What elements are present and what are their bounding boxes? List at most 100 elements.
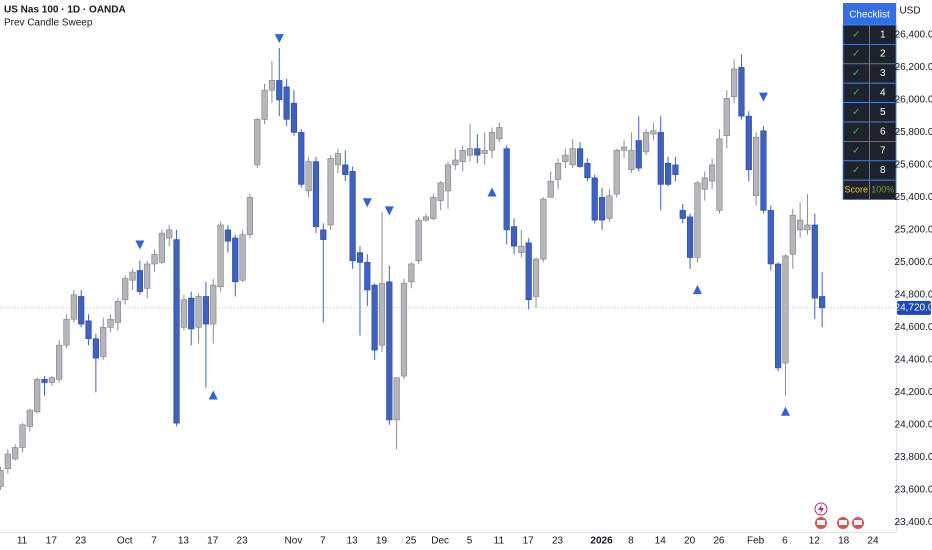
candle-body bbox=[320, 229, 327, 240]
candle-body bbox=[41, 379, 48, 383]
candle-body bbox=[224, 229, 232, 242]
checklist-check: ✓ bbox=[852, 29, 860, 40]
candle-body bbox=[232, 237, 239, 283]
signal-marker bbox=[135, 240, 145, 250]
candle-body bbox=[620, 146, 628, 151]
candle-body bbox=[444, 164, 452, 192]
signal-marker bbox=[208, 390, 218, 400]
candle-body bbox=[554, 162, 562, 180]
candle-body bbox=[327, 158, 334, 226]
candle-body bbox=[217, 224, 224, 288]
candle-body bbox=[775, 263, 782, 369]
x-tick-label: 7 bbox=[320, 536, 326, 547]
last-price-box bbox=[897, 300, 931, 315]
candle-body bbox=[56, 344, 63, 380]
x-tick-label: 19 bbox=[376, 536, 388, 547]
signal-marker bbox=[487, 187, 497, 197]
candle-body bbox=[804, 224, 811, 231]
candle-body bbox=[371, 284, 378, 351]
candle-body bbox=[430, 197, 437, 219]
candle-body bbox=[422, 216, 430, 221]
chart-subtitle: Prev Candle Sweep bbox=[4, 18, 93, 29]
candle-body bbox=[202, 296, 210, 325]
candle-body bbox=[466, 148, 474, 156]
candle-body bbox=[716, 138, 723, 211]
candle-body bbox=[158, 232, 165, 263]
checklist-check: ✓ bbox=[852, 88, 860, 99]
candle-body bbox=[474, 148, 481, 156]
x-tick-label: 8 bbox=[628, 536, 634, 547]
x-tick-label: 11 bbox=[17, 536, 28, 547]
checklist-check: ✓ bbox=[852, 107, 860, 118]
candle-body bbox=[613, 149, 620, 195]
x-tick-label: Dec bbox=[431, 536, 449, 547]
candle-body bbox=[78, 296, 85, 325]
candle-body bbox=[635, 140, 642, 169]
candle-body bbox=[122, 278, 129, 301]
x-tick-label: 20 bbox=[684, 536, 696, 547]
x-tick-label: 23 bbox=[75, 536, 87, 547]
x-tick-label: 17 bbox=[523, 536, 535, 547]
y-tick-label: 26,400.0 bbox=[895, 30, 932, 41]
x-tick-label: Feb bbox=[747, 536, 765, 547]
candle-body bbox=[239, 234, 246, 281]
candle-body bbox=[48, 377, 55, 383]
y-tick-label: 25,800.0 bbox=[895, 127, 932, 138]
checklist-check: ✓ bbox=[852, 49, 860, 60]
candle-body bbox=[85, 320, 92, 339]
candle-body bbox=[356, 252, 364, 263]
candle-body bbox=[584, 162, 591, 179]
y-tick-label: 25,200.0 bbox=[895, 224, 932, 235]
y-tick-label: 24,800.0 bbox=[895, 289, 932, 300]
candle-body bbox=[151, 253, 158, 265]
candle-body bbox=[679, 210, 686, 219]
checklist-label: 8 bbox=[880, 165, 886, 176]
chart-title: US Nas 100 · 1D · OANDA bbox=[4, 5, 126, 16]
candle-body bbox=[180, 299, 188, 328]
x-tick-label: 26 bbox=[713, 536, 725, 547]
candle-body bbox=[400, 283, 408, 377]
candle-body bbox=[708, 164, 716, 182]
checklist-header-bg bbox=[843, 3, 896, 25]
candle-body bbox=[261, 89, 268, 120]
candle-body bbox=[547, 180, 554, 198]
candle-body bbox=[694, 182, 701, 258]
candle-body bbox=[393, 377, 400, 421]
checklist-label: 7 bbox=[880, 146, 886, 157]
candle-body bbox=[782, 255, 789, 364]
flag-glyph bbox=[817, 520, 825, 525]
x-tick-label: 13 bbox=[178, 536, 190, 547]
candle-body bbox=[342, 164, 349, 175]
candle-body bbox=[268, 80, 276, 91]
candle-body bbox=[650, 130, 657, 135]
candle-body bbox=[246, 197, 254, 236]
candle-body bbox=[210, 284, 217, 325]
candle-body bbox=[254, 119, 261, 166]
candle-body bbox=[797, 219, 804, 231]
candle-body bbox=[312, 161, 320, 227]
checklist-label: 6 bbox=[880, 126, 886, 137]
candle-body bbox=[283, 86, 290, 120]
candle-body bbox=[760, 130, 767, 211]
last-price-label: 24,720.0 bbox=[895, 302, 932, 313]
candle-body bbox=[415, 219, 422, 262]
checklist-label: 3 bbox=[880, 68, 886, 79]
candle-body bbox=[173, 239, 180, 424]
candle-body bbox=[107, 318, 114, 328]
candle-body bbox=[334, 153, 342, 166]
x-tick-label: 11 bbox=[494, 536, 505, 547]
candle-body bbox=[738, 67, 745, 117]
checklist-label: 4 bbox=[880, 88, 886, 99]
x-tick-label: 24 bbox=[867, 536, 879, 547]
y-tick-label: 26,200.0 bbox=[895, 62, 932, 73]
y-tick-label: 24,200.0 bbox=[895, 387, 932, 398]
signal-marker bbox=[274, 34, 284, 44]
candle-body bbox=[92, 338, 99, 359]
signal-marker bbox=[758, 92, 768, 102]
candle-body bbox=[503, 148, 510, 231]
candle-body bbox=[129, 271, 136, 281]
candle-body bbox=[34, 379, 41, 413]
candle-body bbox=[510, 226, 518, 247]
event-icons bbox=[814, 502, 864, 529]
candle-body bbox=[518, 245, 525, 253]
